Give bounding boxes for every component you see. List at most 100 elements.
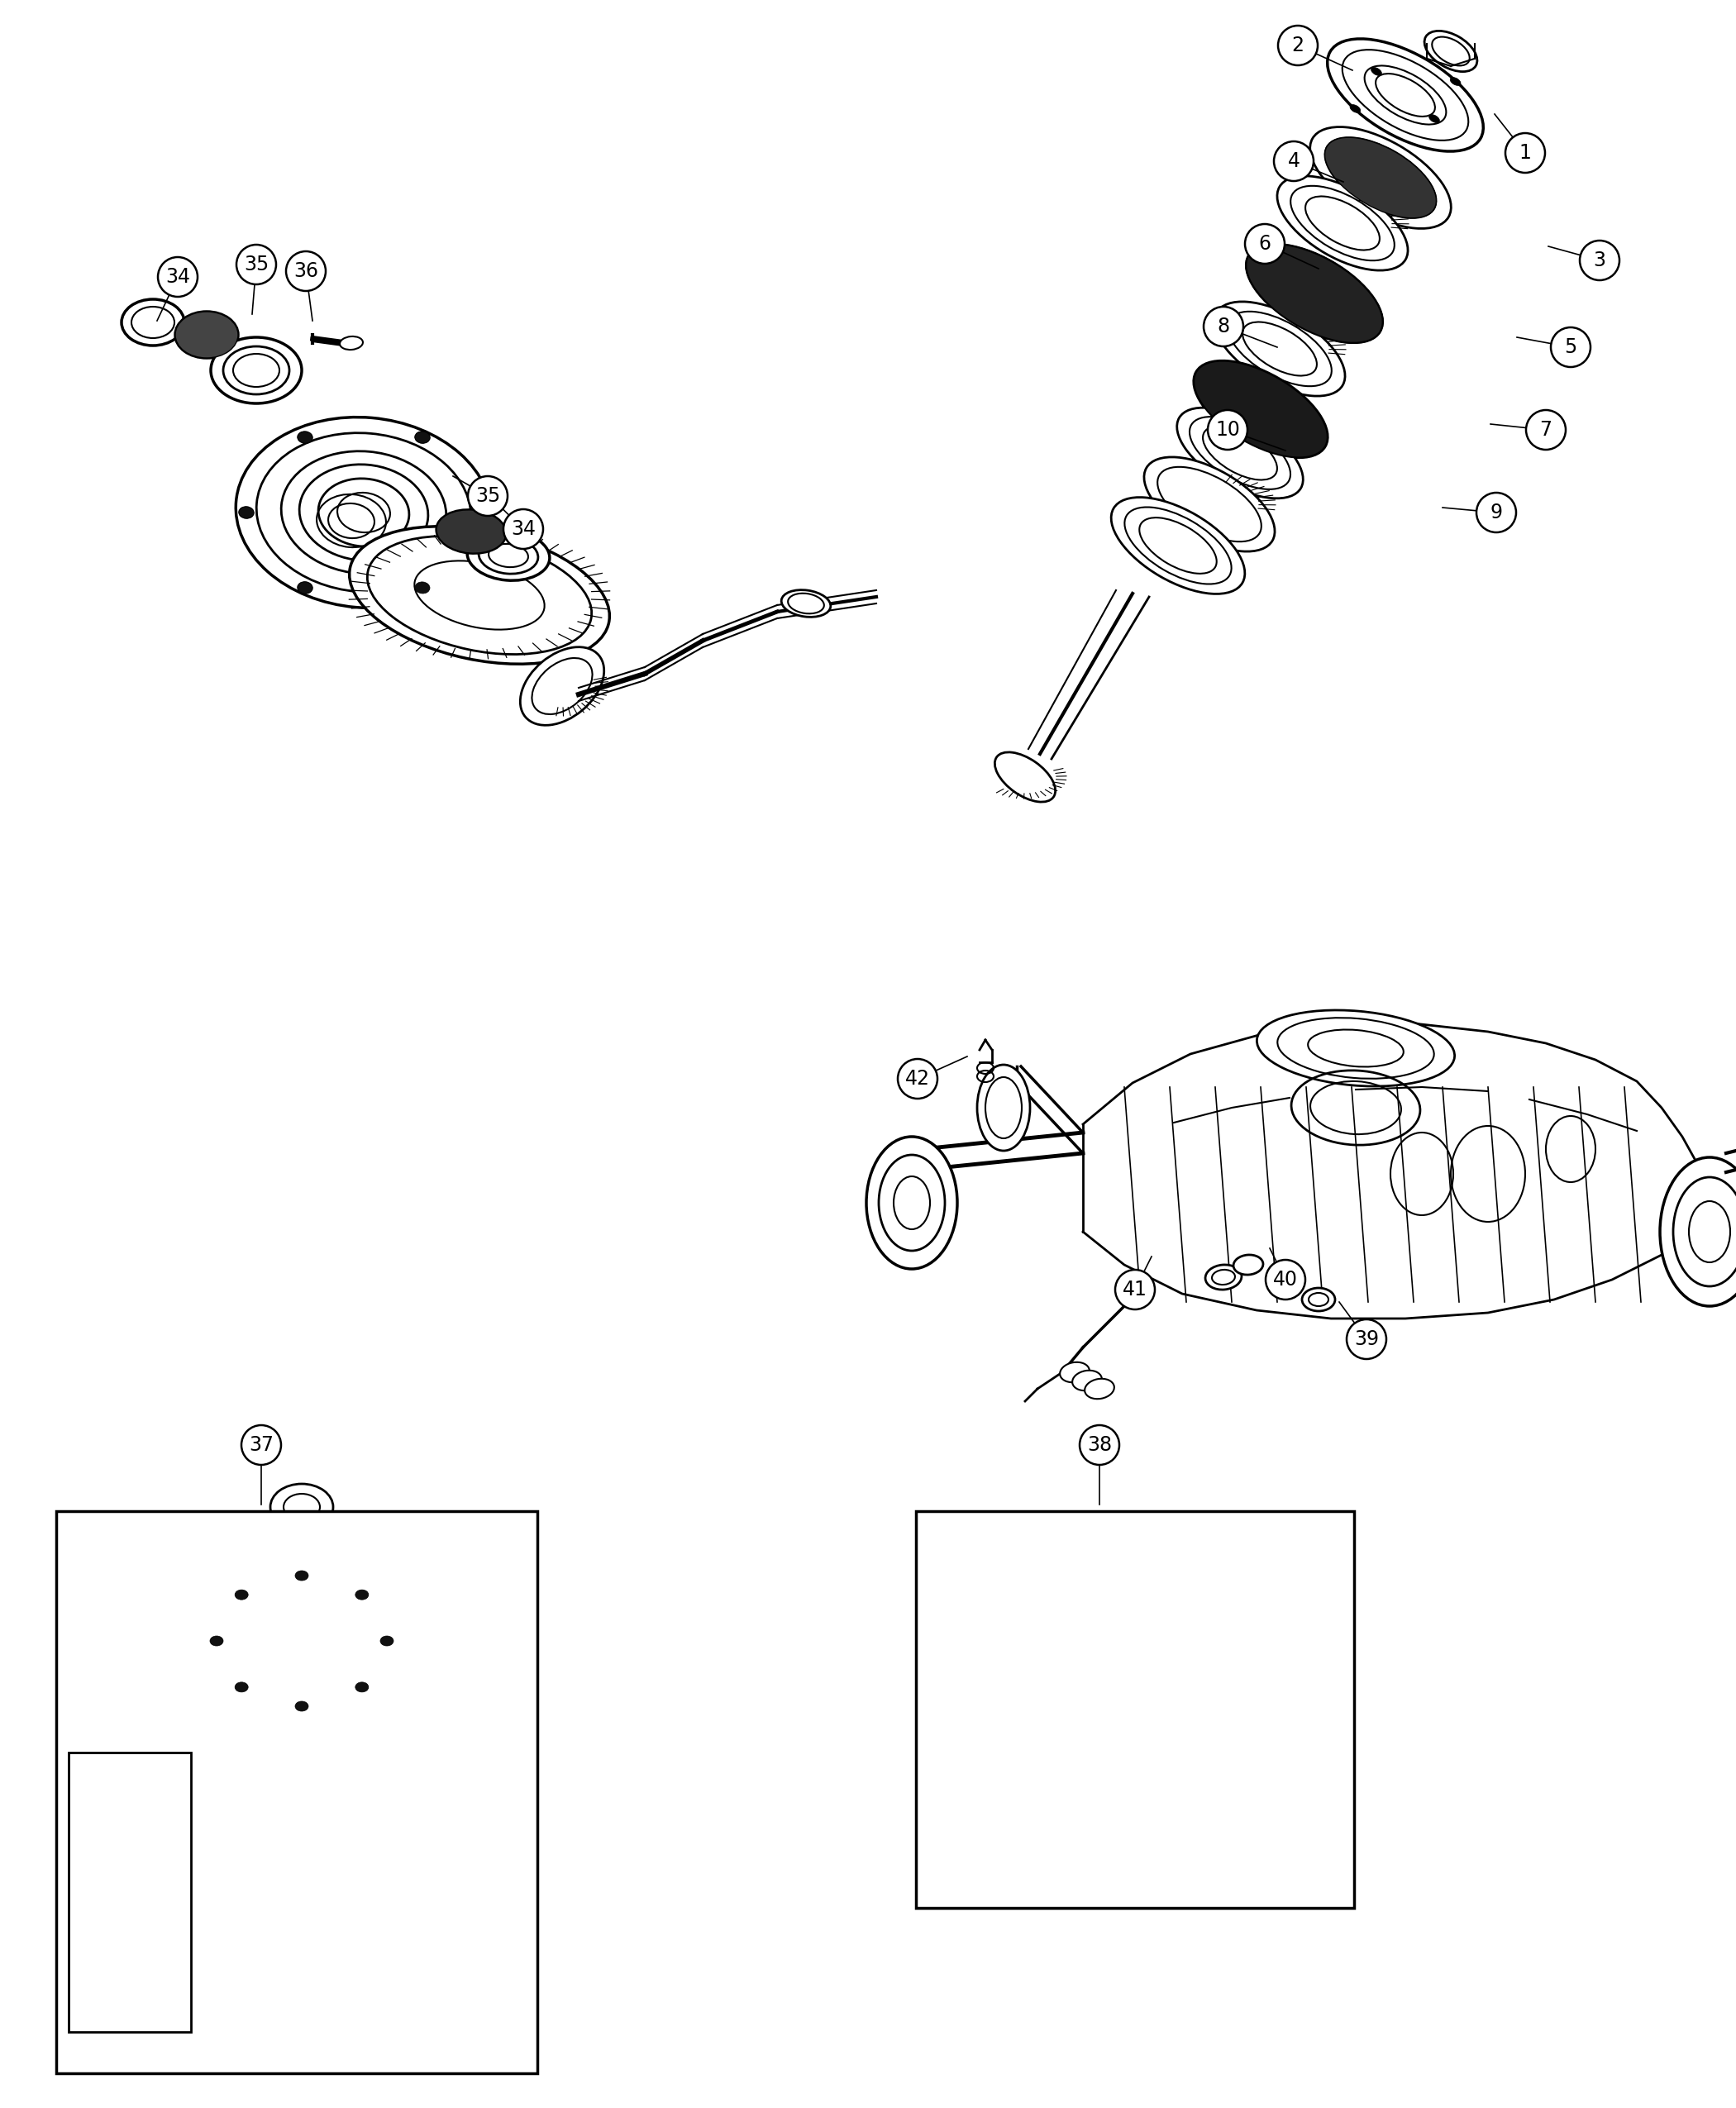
Ellipse shape [1264, 1743, 1286, 1758]
Ellipse shape [436, 510, 505, 552]
Ellipse shape [950, 1579, 969, 1592]
Ellipse shape [297, 432, 312, 443]
Ellipse shape [415, 582, 431, 594]
Ellipse shape [1302, 1288, 1335, 1311]
Ellipse shape [175, 312, 238, 358]
Ellipse shape [82, 1988, 99, 2000]
Ellipse shape [1311, 126, 1451, 228]
Ellipse shape [948, 1545, 969, 1562]
Circle shape [1526, 411, 1566, 449]
Ellipse shape [474, 506, 488, 519]
Ellipse shape [1233, 1254, 1264, 1275]
Ellipse shape [953, 1663, 1184, 1855]
Ellipse shape [82, 1815, 99, 1826]
Ellipse shape [1328, 38, 1483, 152]
Circle shape [286, 251, 326, 291]
Text: 42: 42 [904, 1069, 930, 1088]
Text: 9: 9 [1489, 502, 1502, 523]
Text: 35: 35 [476, 487, 500, 506]
Ellipse shape [240, 506, 253, 519]
Ellipse shape [82, 1963, 99, 1975]
Circle shape [1266, 1261, 1305, 1299]
Ellipse shape [1003, 1560, 1023, 1573]
Text: 37: 37 [248, 1436, 274, 1455]
Ellipse shape [1016, 1528, 1035, 1541]
Circle shape [1208, 411, 1248, 449]
Ellipse shape [210, 1636, 224, 1646]
Ellipse shape [153, 1937, 174, 1950]
Ellipse shape [295, 1570, 309, 1581]
Circle shape [158, 257, 198, 297]
Text: 1: 1 [1519, 143, 1531, 162]
Ellipse shape [153, 1813, 174, 1828]
Ellipse shape [1425, 32, 1477, 72]
Ellipse shape [283, 1516, 319, 1539]
Text: 34: 34 [510, 519, 536, 540]
Ellipse shape [1111, 497, 1245, 594]
Circle shape [241, 1425, 281, 1465]
Text: 39: 39 [1354, 1330, 1378, 1349]
Ellipse shape [82, 1939, 99, 1950]
Ellipse shape [1205, 1265, 1241, 1290]
Ellipse shape [297, 582, 312, 594]
Ellipse shape [1325, 137, 1436, 217]
Ellipse shape [1168, 1769, 1229, 1819]
Ellipse shape [415, 432, 431, 443]
Ellipse shape [234, 1682, 248, 1693]
Ellipse shape [1040, 1545, 1059, 1560]
Ellipse shape [965, 1541, 986, 1558]
Ellipse shape [356, 1589, 368, 1600]
Ellipse shape [1245, 1750, 1269, 1767]
Ellipse shape [340, 337, 363, 350]
Ellipse shape [215, 1627, 252, 1655]
Ellipse shape [174, 1619, 231, 1663]
Circle shape [1580, 240, 1620, 280]
Ellipse shape [234, 1589, 248, 1600]
Ellipse shape [153, 1963, 174, 1975]
Ellipse shape [983, 1537, 1002, 1551]
Ellipse shape [967, 1573, 986, 1585]
Ellipse shape [1061, 1362, 1090, 1383]
Ellipse shape [781, 590, 830, 618]
Ellipse shape [82, 1840, 99, 1851]
Ellipse shape [1429, 114, 1439, 122]
Text: 5: 5 [1564, 337, 1576, 356]
Text: 35: 35 [243, 255, 269, 274]
Ellipse shape [283, 1743, 319, 1767]
Ellipse shape [1224, 1756, 1252, 1777]
Ellipse shape [122, 299, 184, 346]
Ellipse shape [448, 516, 495, 546]
Ellipse shape [153, 1838, 174, 1851]
Ellipse shape [866, 1136, 957, 1269]
Circle shape [1245, 223, 1285, 264]
Circle shape [1274, 141, 1314, 181]
Ellipse shape [271, 1752, 333, 1798]
Ellipse shape [1278, 175, 1408, 270]
Circle shape [1476, 493, 1516, 533]
Ellipse shape [1371, 67, 1382, 76]
Ellipse shape [153, 1889, 174, 1901]
Ellipse shape [403, 1625, 444, 1655]
Circle shape [1203, 306, 1243, 346]
Circle shape [1505, 133, 1545, 173]
Ellipse shape [153, 1912, 174, 1927]
Ellipse shape [977, 1065, 1029, 1151]
Text: 2: 2 [1292, 36, 1304, 55]
Text: 6: 6 [1259, 234, 1271, 253]
Text: 36: 36 [293, 261, 318, 280]
Ellipse shape [1085, 1379, 1115, 1400]
Ellipse shape [436, 510, 505, 552]
Ellipse shape [189, 323, 226, 348]
Ellipse shape [153, 1863, 174, 1876]
Ellipse shape [1660, 1157, 1736, 1307]
Ellipse shape [380, 1636, 394, 1646]
Text: 4: 4 [1288, 152, 1300, 171]
Ellipse shape [82, 1790, 99, 1802]
Ellipse shape [1212, 375, 1309, 445]
Ellipse shape [1213, 301, 1345, 396]
Text: 41: 41 [1123, 1280, 1147, 1299]
Ellipse shape [1073, 1370, 1102, 1391]
Circle shape [236, 245, 276, 285]
Ellipse shape [1194, 360, 1328, 457]
Ellipse shape [153, 1988, 174, 2000]
